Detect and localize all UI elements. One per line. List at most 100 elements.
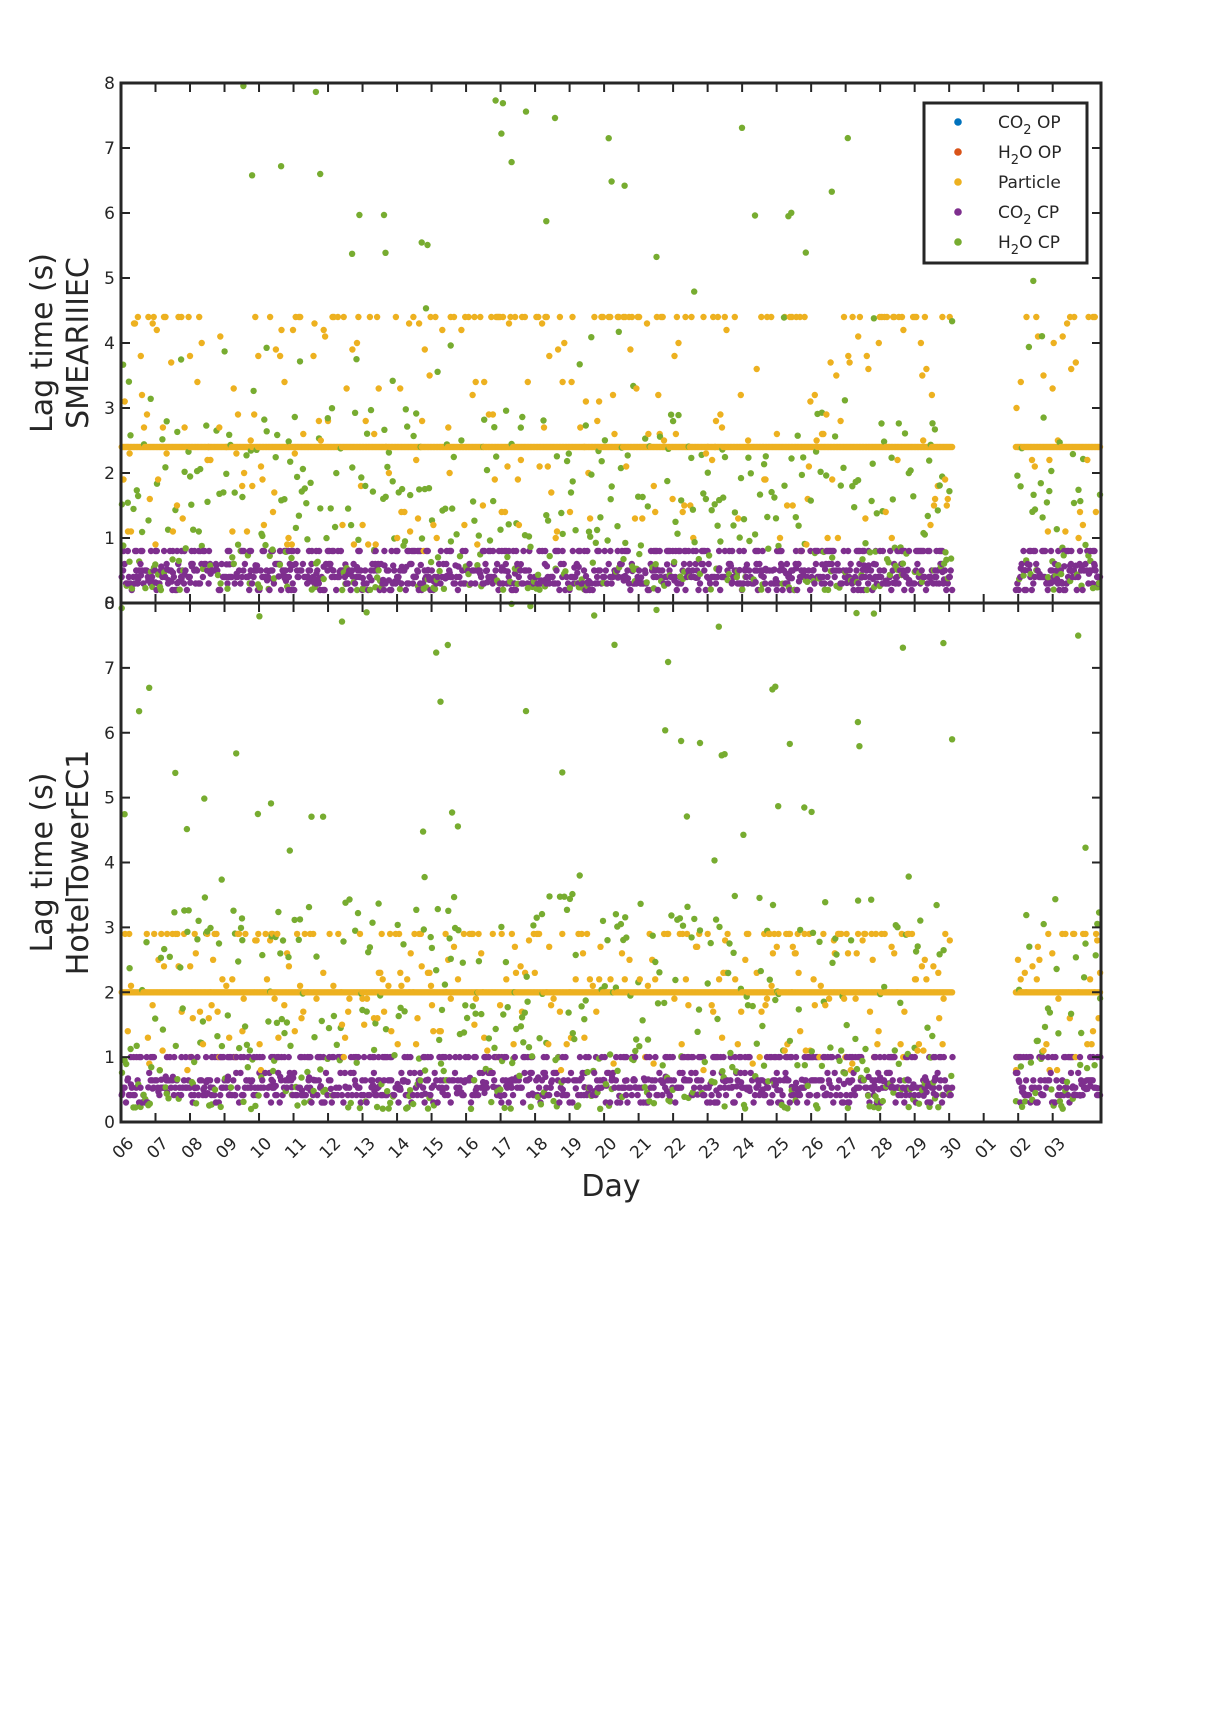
h2o-cp-point <box>214 571 222 579</box>
co2-cp-point <box>591 1069 598 1077</box>
h2o-cp-point <box>148 1064 155 1071</box>
particle-point <box>768 313 775 321</box>
co2-cp-point <box>170 573 178 581</box>
co2-cp-point <box>456 573 463 581</box>
co2-cp-point <box>740 547 747 555</box>
co2-cp-point <box>341 1069 349 1077</box>
particle-point <box>543 313 550 321</box>
h2o-cp-point <box>862 540 869 547</box>
particle-point <box>1063 320 1071 327</box>
h2o-cp-point <box>508 158 515 166</box>
h2o-cp-point <box>714 522 721 529</box>
h2o-cp-point <box>303 500 310 507</box>
co2-cp-point <box>806 1091 814 1099</box>
h2o-cp-point <box>924 1024 931 1031</box>
particle-point <box>817 982 824 989</box>
particle-point <box>627 346 634 353</box>
co2-cp-point <box>451 1069 459 1077</box>
particle-point <box>320 969 327 976</box>
particle-point <box>251 411 258 418</box>
co2-cp-point <box>121 560 128 568</box>
particle-point <box>853 950 860 957</box>
particle-point <box>644 982 652 989</box>
co2-cp-point <box>381 547 388 555</box>
h2o-cp-point <box>311 1034 318 1041</box>
h2o-cp-point <box>644 503 651 510</box>
h2o-cp-point <box>317 1066 324 1073</box>
h2o-cp-point <box>582 422 589 429</box>
h2o-cp-point <box>764 513 771 521</box>
particle-point <box>216 424 223 431</box>
co2-cp-point <box>596 567 604 574</box>
h2o-cp-point <box>352 927 359 934</box>
h2o-cp-point <box>402 406 409 413</box>
particle-point <box>665 930 672 938</box>
particle-point <box>781 1047 788 1054</box>
h2o-cp-point <box>607 496 614 503</box>
h2o-cp-point <box>491 1044 498 1052</box>
h2o-cp-point <box>181 468 188 475</box>
particle-point <box>321 333 329 340</box>
h2o-cp-point <box>780 314 788 321</box>
particle-point <box>675 339 682 347</box>
particle-point <box>723 326 730 334</box>
co2-cp-point <box>549 573 556 581</box>
h2o-cp-point <box>878 420 885 427</box>
h2o-cp-point <box>163 418 170 425</box>
h2o-cp-point <box>498 130 505 137</box>
h2o-cp-point <box>400 941 407 948</box>
particle-point <box>786 930 794 938</box>
co2-cp-point <box>248 580 256 587</box>
h2o-cp-point <box>571 1035 578 1043</box>
co2-cp-point <box>646 1053 653 1061</box>
particle-point <box>595 398 603 405</box>
h2o-cp-point <box>576 872 583 879</box>
h2o-cp-point <box>1017 483 1024 490</box>
particle-point <box>385 982 392 989</box>
h2o-cp-point <box>351 409 359 416</box>
h2o-cp-point <box>125 378 133 385</box>
h2o-cp-point <box>584 1068 591 1076</box>
co2-cp-point <box>250 573 257 581</box>
y-tick-label: 3 <box>104 399 115 419</box>
h2o-cp-point <box>422 305 430 312</box>
h2o-cp-point <box>179 1005 186 1012</box>
co2-cp-point <box>727 562 735 570</box>
co2-cp-point <box>217 586 224 594</box>
h2o-cp-point <box>604 937 611 944</box>
h2o-cp-point <box>174 1076 181 1083</box>
particle-point <box>563 1041 570 1048</box>
particle-point <box>930 502 938 509</box>
co2-cp-point <box>285 1053 292 1061</box>
h2o-cp-point <box>553 453 561 460</box>
co2-cp-point <box>835 1077 843 1084</box>
h2o-cp-point <box>572 527 579 534</box>
co2-cp-point <box>855 580 862 587</box>
particle-point <box>535 313 542 321</box>
co2-cp-point <box>442 1053 449 1061</box>
h2o-cp-point <box>375 900 382 907</box>
particle-point <box>758 1008 765 1015</box>
h2o-cp-point <box>440 1067 447 1075</box>
h2o-cp-point <box>696 927 704 934</box>
h2o-cp-point <box>483 466 491 474</box>
co2-cp-point <box>472 580 479 587</box>
h2o-cp-point <box>294 1102 301 1109</box>
particle-point <box>508 930 516 938</box>
co2-cp-point <box>846 1099 853 1106</box>
co2-cp-point <box>948 1084 956 1091</box>
co2-cp-point <box>390 562 397 569</box>
co2-cp-point <box>560 1077 567 1084</box>
co2-cp-point <box>625 580 633 587</box>
h2o-cp-point <box>248 172 256 179</box>
particle-point <box>377 969 384 976</box>
particle-point <box>547 1002 555 1009</box>
h2o-cp-point <box>456 553 464 560</box>
co2-cp-point <box>911 580 918 587</box>
particle-point <box>491 476 498 483</box>
particle-point <box>208 1002 215 1009</box>
h2o-cp-point <box>599 917 607 925</box>
particle-point <box>838 930 845 938</box>
h2o-cp-point <box>656 433 664 440</box>
